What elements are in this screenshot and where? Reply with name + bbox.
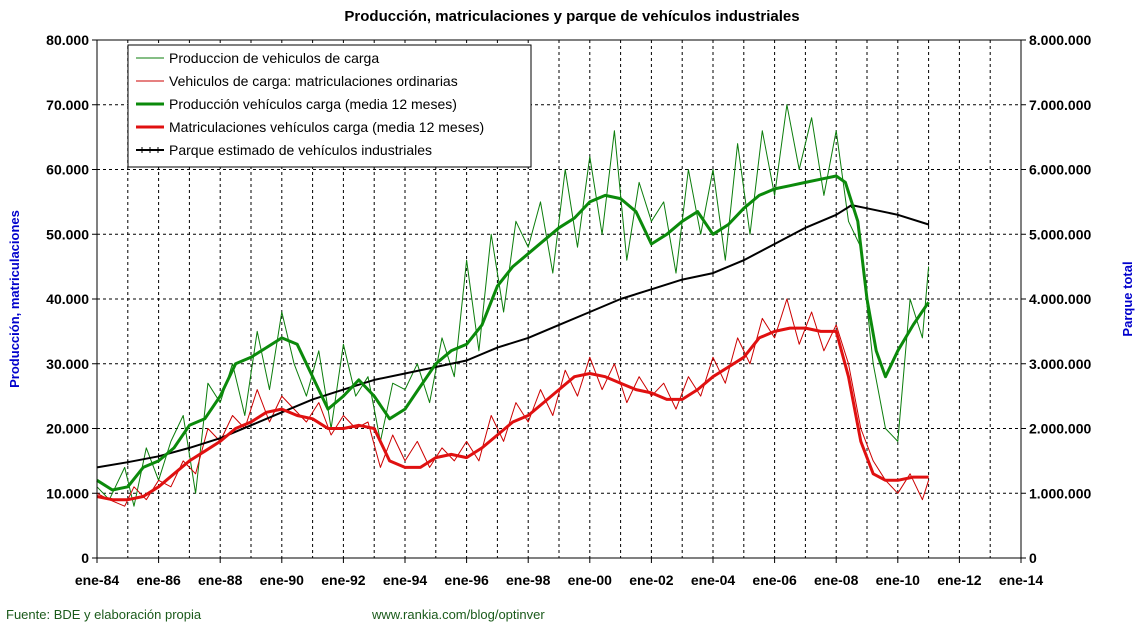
legend-label: Producción vehículos carga (media 12 mes…	[169, 96, 457, 112]
y-tick-label: 10.000	[46, 485, 89, 501]
x-tick-label: ene-08	[814, 572, 859, 588]
legend-label: Produccion de vehiculos de carga	[169, 50, 379, 66]
x-tick-label: ene-98	[506, 572, 551, 588]
x-tick-label: ene-84	[75, 572, 120, 588]
y2-axis-title: Parque total	[1120, 261, 1135, 336]
y2-tick-label: 0	[1029, 550, 1037, 566]
ticks: 0 0 10.000 1.000.000 20.000 2.000.000 30.000 3.…	[46, 32, 1091, 588]
x-tick-label: ene-86	[136, 572, 181, 588]
y2-tick-label: 2.000.000	[1029, 421, 1091, 437]
y-tick-label: 70.000	[46, 97, 89, 113]
y2-tick-label: 6.000.000	[1029, 162, 1091, 178]
series-layer	[96, 104, 930, 507]
series-line-2	[96, 174, 930, 492]
y-tick-label: 80.000	[46, 32, 89, 48]
x-tick-label: ene-96	[444, 572, 489, 588]
x-tick-label: ene-12	[937, 572, 982, 588]
x-tick-label: ene-88	[198, 572, 243, 588]
x-tick-label: ene-14	[999, 572, 1044, 588]
legend: Produccion de vehiculos de carga Vehiculo…	[127, 44, 532, 168]
y2-tick-label: 1.000.000	[1029, 485, 1091, 501]
y2-tick-label: 7.000.000	[1029, 97, 1091, 113]
y-axis-title: Producción, matriculaciones	[7, 210, 22, 388]
x-tick-label: ene-10	[876, 572, 921, 588]
x-tick-label: ene-94	[383, 572, 428, 588]
footer-source: Fuente: BDE y elaboración propia	[6, 607, 202, 622]
series-line-0	[96, 104, 930, 507]
x-tick-label: ene-92	[321, 572, 366, 588]
y-tick-label: 0	[81, 550, 89, 566]
y2-tick-label: 5.000.000	[1029, 226, 1091, 242]
x-tick-label: ene-06	[752, 572, 797, 588]
y-tick-label: 60.000	[46, 162, 89, 178]
y-tick-label: 30.000	[46, 356, 89, 372]
x-tick-label: ene-02	[629, 572, 674, 588]
y-tick-label: 50.000	[46, 226, 89, 242]
y2-tick-label: 8.000.000	[1029, 32, 1091, 48]
y-tick-label: 20.000	[46, 421, 89, 437]
chart-title: Producción, matriculaciones y parque de …	[344, 8, 799, 25]
legend-box	[127, 44, 532, 168]
legend-label: Parque estimado de vehículos industriale…	[169, 142, 432, 158]
footer-url: www.rankia.com/blog/optinver	[371, 607, 545, 622]
legend-label: Vehiculos de carga: matriculaciones ordi…	[169, 73, 458, 89]
series-line-3	[96, 326, 929, 502]
y-tick-label: 40.000	[46, 291, 89, 307]
x-tick-label: ene-04	[691, 572, 736, 588]
y2-tick-label: 3.000.000	[1029, 356, 1091, 372]
legend-label: Matriculaciones vehículos carga (media 1…	[169, 119, 484, 135]
y2-tick-label: 4.000.000	[1029, 291, 1091, 307]
x-tick-label: ene-90	[260, 572, 305, 588]
x-tick-label: ene-00	[568, 572, 613, 588]
